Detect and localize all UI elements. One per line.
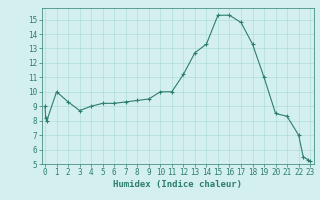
X-axis label: Humidex (Indice chaleur): Humidex (Indice chaleur) bbox=[113, 180, 242, 189]
